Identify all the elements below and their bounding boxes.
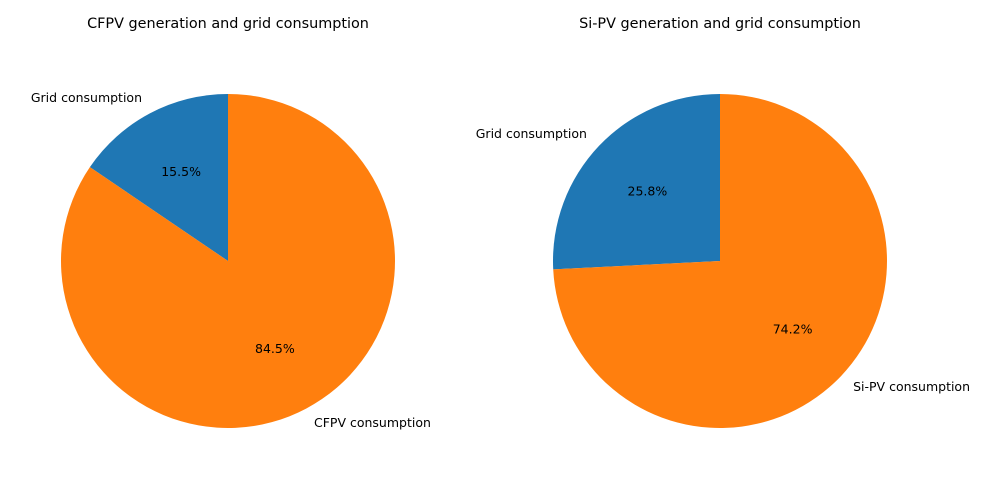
- pie-labels-sipv: Grid consumption 25.8% Si-PV consumption 74…: [476, 126, 970, 394]
- slice-label-si-pv-consumption: Si-PV consumption: [853, 379, 970, 394]
- pie-slice-grid-consumption: [89, 94, 228, 261]
- pie-slices-cfpv: [61, 94, 396, 428]
- pct-label-grid-consumption: 25.8%: [628, 184, 668, 199]
- pie-labels-cfpv: Grid consumption 15.5% CFPV consumption 84.…: [31, 90, 431, 430]
- slice-label-grid-consumption: Grid consumption: [31, 90, 142, 105]
- pie-slice-cfpv-consumption: [61, 94, 396, 428]
- pie-chart-sipv: Si-PV generation and grid consumption Gr…: [476, 16, 970, 429]
- pie-slices-sipv: [552, 94, 887, 429]
- pie-chart-cfpv: CFPV generation and grid consumption Gri…: [31, 16, 431, 430]
- pct-label-si-pv-consumption: 74.2%: [773, 322, 813, 337]
- chart-title-cfpv: CFPV generation and grid consumption: [87, 16, 369, 32]
- pie-slice-si-pv-consumption: [553, 94, 887, 429]
- pie-slice-grid-consumption: [552, 94, 720, 270]
- chart-title-sipv: Si-PV generation and grid consumption: [579, 16, 861, 32]
- slice-label-grid-consumption: Grid consumption: [476, 126, 587, 141]
- pct-label-cfpv-consumption: 84.5%: [255, 341, 295, 356]
- slice-label-cfpv-consumption: CFPV consumption: [314, 415, 431, 430]
- pct-label-grid-consumption: 15.5%: [161, 164, 201, 179]
